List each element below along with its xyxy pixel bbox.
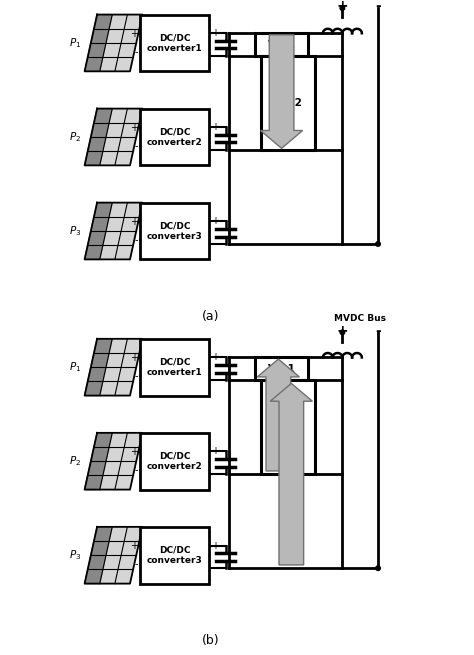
Text: DC/DC
converter1: DC/DC converter1 <box>147 33 202 52</box>
Polygon shape <box>91 447 109 461</box>
Text: +: + <box>211 352 219 362</box>
Text: DC/DC
converter3: DC/DC converter3 <box>147 221 202 240</box>
Text: +: + <box>211 28 219 38</box>
Text: +: + <box>130 541 138 551</box>
Text: $P_2$: $P_2$ <box>69 130 82 144</box>
Text: VB 2: VB 2 <box>274 98 301 108</box>
Text: DC/DC
converter2: DC/DC converter2 <box>147 451 202 471</box>
Polygon shape <box>88 461 106 476</box>
Text: +: + <box>211 447 219 457</box>
Bar <box>140 202 210 259</box>
Polygon shape <box>85 202 143 259</box>
Text: -: - <box>135 371 138 381</box>
Circle shape <box>340 330 345 335</box>
Polygon shape <box>91 541 109 555</box>
Circle shape <box>376 566 380 571</box>
Text: +: + <box>211 122 219 132</box>
Bar <box>255 358 308 380</box>
Text: -: - <box>375 324 381 338</box>
Polygon shape <box>88 555 106 569</box>
Text: VB 1: VB 1 <box>268 364 295 374</box>
Text: +: + <box>130 217 138 227</box>
Polygon shape <box>88 43 106 57</box>
Polygon shape <box>270 383 312 565</box>
Bar <box>140 14 210 71</box>
Text: +: + <box>337 324 348 338</box>
Text: +: + <box>130 29 138 39</box>
Polygon shape <box>85 339 143 396</box>
Text: (a): (a) <box>202 310 220 323</box>
Circle shape <box>376 242 380 246</box>
Polygon shape <box>94 202 112 217</box>
Bar <box>261 380 315 474</box>
Text: $P_3$: $P_3$ <box>69 548 82 562</box>
Polygon shape <box>88 367 106 381</box>
Text: $P_3$: $P_3$ <box>69 224 82 238</box>
Polygon shape <box>91 353 109 367</box>
Text: MVDC Bus: MVDC Bus <box>334 314 386 323</box>
Polygon shape <box>85 476 103 489</box>
Polygon shape <box>94 339 112 353</box>
Text: DC/DC
converter3: DC/DC converter3 <box>147 546 202 565</box>
Polygon shape <box>85 151 103 165</box>
Bar <box>140 109 210 165</box>
Polygon shape <box>85 109 143 165</box>
Text: -: - <box>375 0 381 14</box>
Text: (b): (b) <box>202 634 220 647</box>
Polygon shape <box>85 57 103 71</box>
Polygon shape <box>94 527 112 541</box>
Text: -: - <box>135 47 138 57</box>
Text: -: - <box>135 235 138 245</box>
Polygon shape <box>88 231 106 245</box>
Polygon shape <box>85 569 103 584</box>
Polygon shape <box>85 433 143 489</box>
Polygon shape <box>85 381 103 396</box>
Text: +: + <box>211 540 219 550</box>
Polygon shape <box>88 137 106 151</box>
Text: +: + <box>337 0 348 14</box>
Polygon shape <box>91 217 109 231</box>
Text: VB 1: VB 1 <box>268 39 295 50</box>
Bar <box>140 433 210 489</box>
Polygon shape <box>257 359 300 471</box>
Text: -: - <box>135 465 138 476</box>
Bar <box>255 33 308 56</box>
Text: +: + <box>130 447 138 457</box>
Polygon shape <box>94 109 112 122</box>
Polygon shape <box>261 35 303 148</box>
Polygon shape <box>94 14 112 29</box>
Text: $P_1$: $P_1$ <box>69 360 82 374</box>
Text: -: - <box>135 141 138 151</box>
Polygon shape <box>85 245 103 259</box>
Text: VB 2: VB 2 <box>274 422 301 432</box>
Circle shape <box>340 6 345 10</box>
Bar <box>140 339 210 396</box>
Text: -: - <box>135 559 138 569</box>
Text: +: + <box>130 353 138 363</box>
Text: +: + <box>130 123 138 133</box>
Polygon shape <box>91 29 109 43</box>
Text: +: + <box>211 216 219 226</box>
Polygon shape <box>91 122 109 137</box>
Text: $P_1$: $P_1$ <box>69 36 82 50</box>
Polygon shape <box>85 14 143 71</box>
Polygon shape <box>85 527 143 584</box>
Bar <box>140 527 210 584</box>
Bar <box>261 56 315 150</box>
Text: DC/DC
converter1: DC/DC converter1 <box>147 358 202 377</box>
Text: DC/DC
converter2: DC/DC converter2 <box>147 127 202 147</box>
Text: $P_2$: $P_2$ <box>69 455 82 468</box>
Polygon shape <box>94 433 112 447</box>
